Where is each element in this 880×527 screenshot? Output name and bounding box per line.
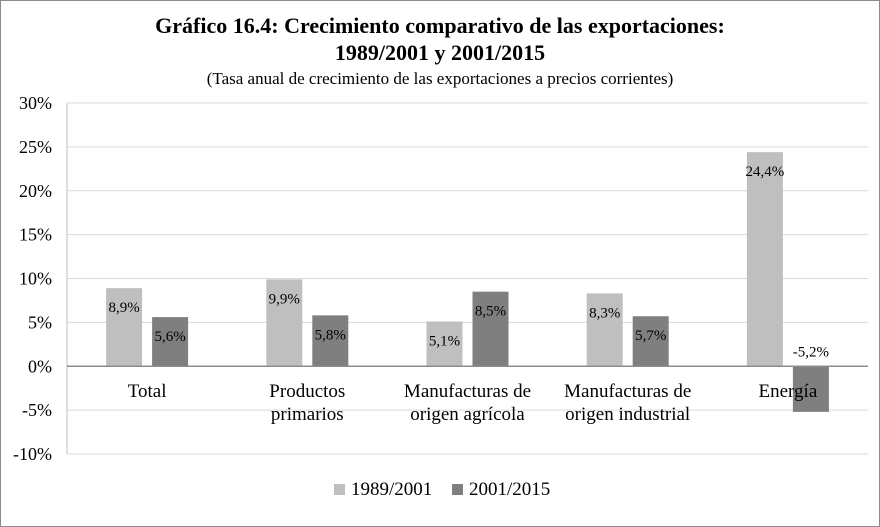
y-tick-label: -5% <box>22 400 52 420</box>
category-label: Total <box>128 381 167 402</box>
legend-swatch <box>452 484 463 495</box>
data-label: 8,9% <box>108 300 139 316</box>
chart-title-line2: 1989/2001 y 2001/2015 <box>334 40 546 65</box>
y-tick-label: 5% <box>28 312 52 332</box>
bar-2001-2015 <box>632 316 669 367</box>
chart-subtitle: (Tasa anual de crecimiento de las export… <box>206 69 674 88</box>
legend-label: 2001/2015 <box>469 479 550 500</box>
data-label: 8,3% <box>589 305 620 321</box>
data-label: 5,1% <box>429 333 460 349</box>
bar-2001-2015 <box>312 315 349 367</box>
y-tick-label: 20% <box>19 181 52 201</box>
category-label: Manufacturas de <box>564 381 691 402</box>
data-label: 24,4% <box>746 164 785 180</box>
data-label: 5,7% <box>635 328 666 344</box>
y-tick-label: 25% <box>19 137 52 157</box>
data-label: 5,8% <box>315 327 346 343</box>
data-label: 5,6% <box>154 329 185 345</box>
category-label: origen agrícola <box>410 404 525 425</box>
bar-2001-2015 <box>792 366 829 412</box>
bar-1989-2001 <box>106 288 143 367</box>
y-tick-label: 10% <box>19 269 52 289</box>
data-label: -5,2% <box>793 344 829 360</box>
bar-1989-2001 <box>426 321 463 367</box>
data-label: 9,9% <box>269 291 300 307</box>
bar-2001-2015 <box>472 291 509 367</box>
category-label: Energía <box>759 381 818 402</box>
category-label: origen industrial <box>565 404 690 425</box>
category-label: primarios <box>271 404 344 425</box>
legend-swatch <box>334 484 345 495</box>
y-tick-label: 15% <box>19 225 52 245</box>
chart-title-line1: Gráfico 16.4: Crecimiento comparativo de… <box>155 13 725 38</box>
category-label: Productos <box>269 381 345 402</box>
data-label: 8,5% <box>475 304 506 320</box>
bar-2001-2015 <box>152 317 189 367</box>
y-tick-label: -10% <box>13 444 52 464</box>
category-label: Manufacturas de <box>404 381 531 402</box>
legend-label: 1989/2001 <box>351 479 432 500</box>
y-tick-label: 30% <box>19 93 52 113</box>
bar-1989-2001 <box>586 293 623 367</box>
bar-1989-2001 <box>266 279 303 367</box>
y-tick-label: 0% <box>28 356 52 376</box>
bar-1989-2001 <box>746 152 783 367</box>
